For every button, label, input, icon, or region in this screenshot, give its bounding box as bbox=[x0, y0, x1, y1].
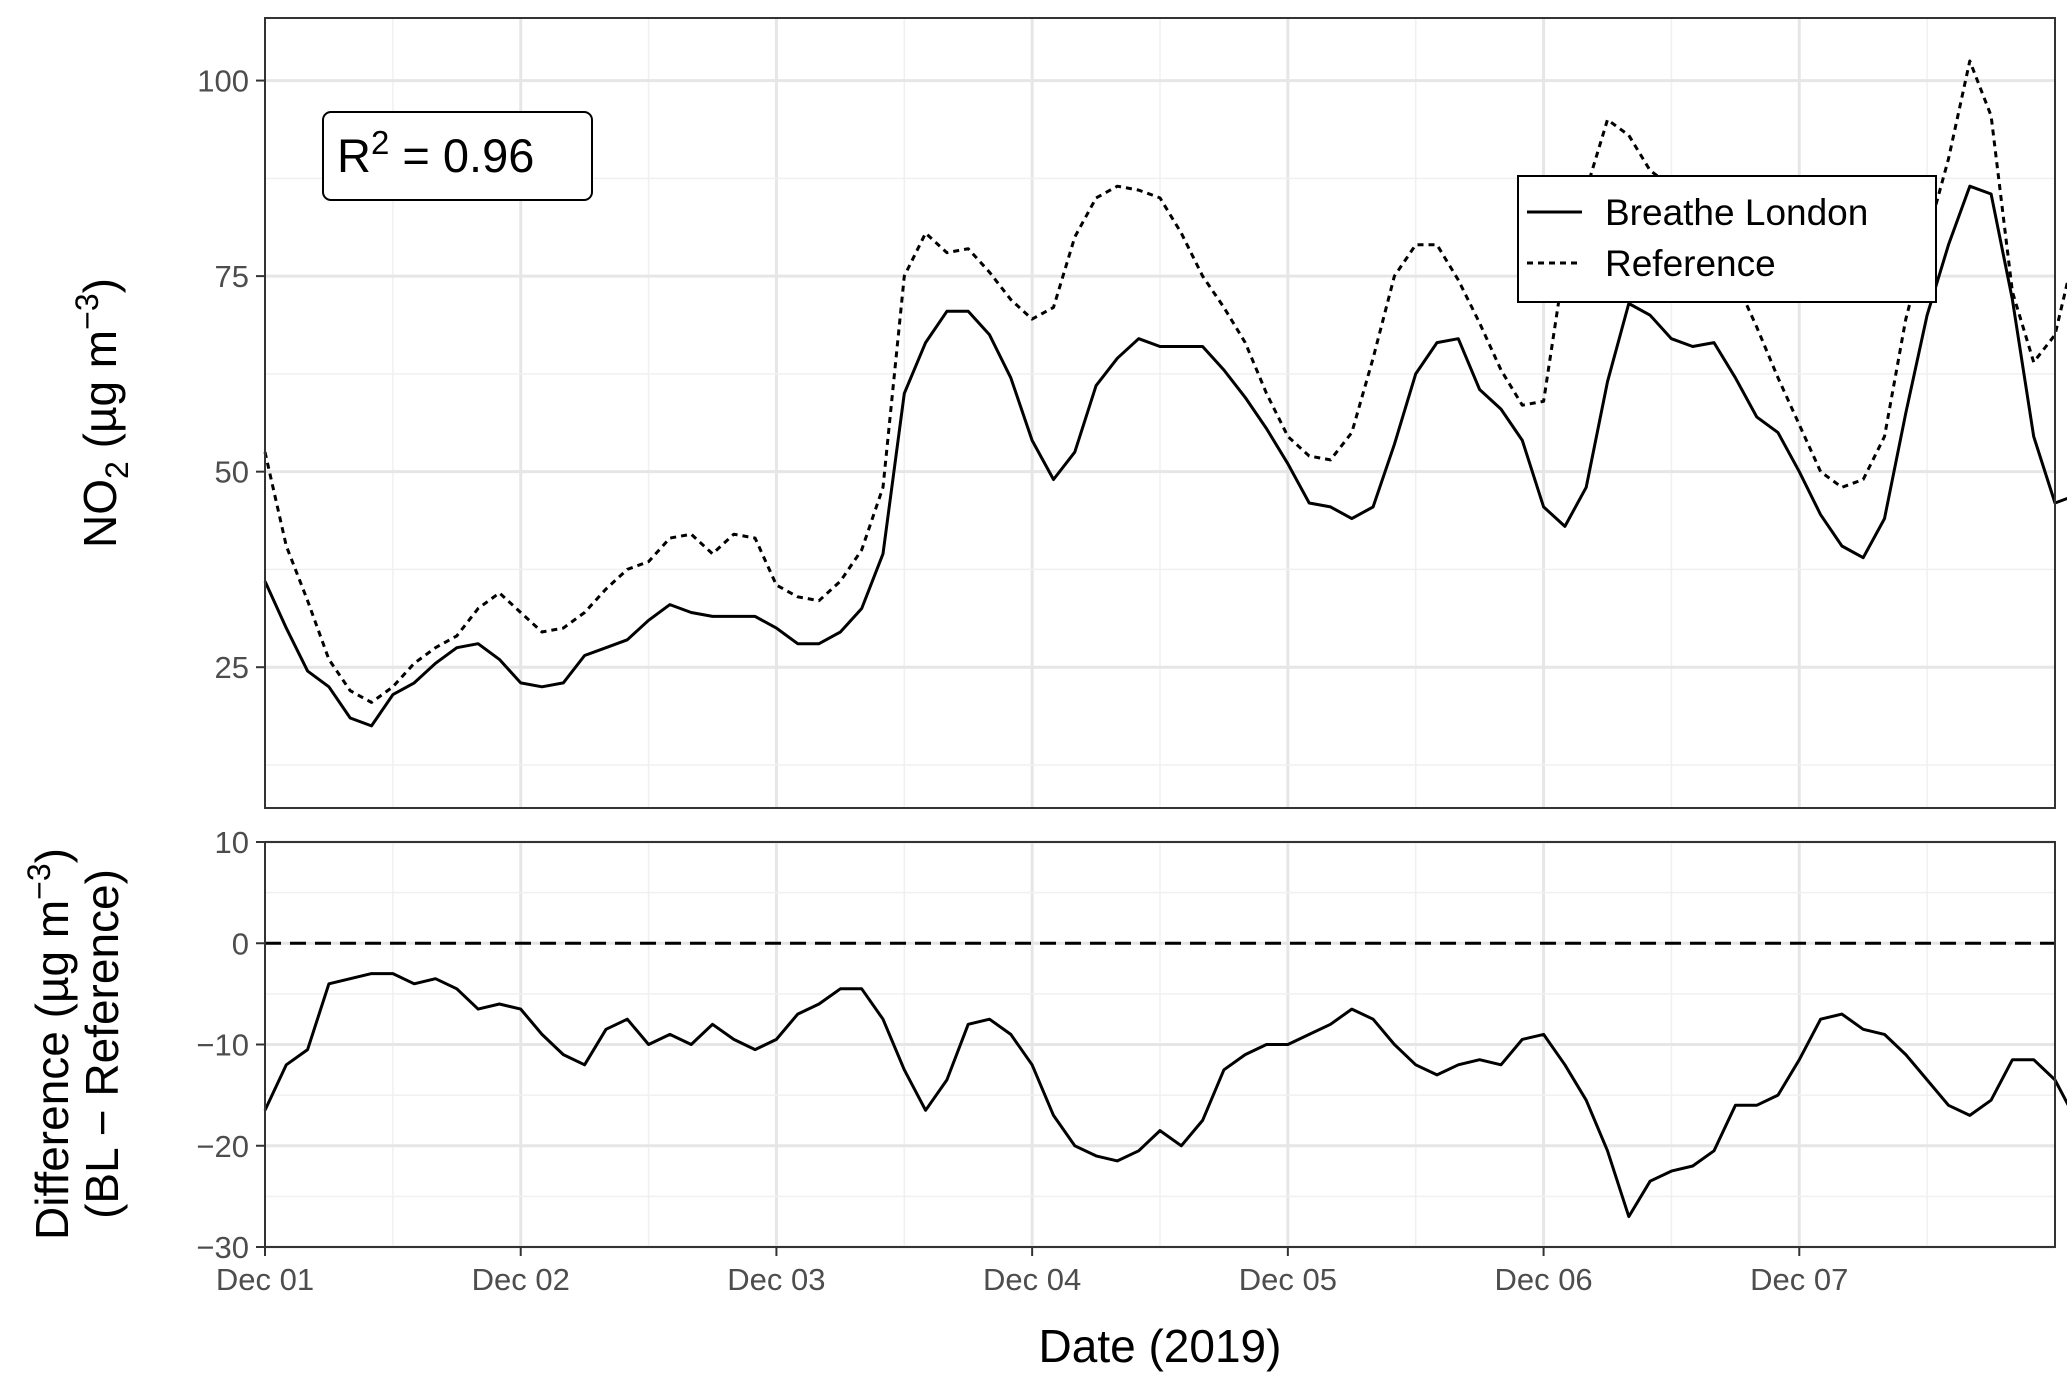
bottom-y-axis-title-line1: Difference (µg m−3) bbox=[21, 848, 78, 1240]
x-tick-label: Dec 07 bbox=[1750, 1262, 1848, 1297]
r-squared-text: R2 = 0.96 bbox=[337, 124, 534, 182]
x-tick-label: Dec 04 bbox=[983, 1262, 1081, 1297]
legend: Breathe London Reference bbox=[1517, 175, 1937, 303]
x-tick-label: Dec 05 bbox=[1239, 1262, 1337, 1297]
series-line-breathe-london bbox=[263, 184, 2067, 728]
x-tick-label: Dec 02 bbox=[472, 1262, 570, 1297]
x-axis-title: Date (2019) bbox=[1039, 1320, 1282, 1372]
top-y-tick-label: 25 bbox=[215, 650, 249, 685]
bottom-panel-series bbox=[263, 972, 2067, 1219]
x-tick-label: Dec 01 bbox=[216, 1262, 314, 1297]
top-y-tick-label: 50 bbox=[215, 455, 249, 490]
legend-label-reference: Reference bbox=[1605, 243, 1776, 284]
bottom-panel-grid bbox=[265, 840, 2055, 1249]
top-panel-grid bbox=[265, 18, 2055, 808]
bottom-y-tick-label: 0 bbox=[232, 926, 249, 961]
top-panel-y-axis: 25 50 75 100 bbox=[197, 64, 265, 685]
bottom-y-axis-title-line2: (BL − Reference) bbox=[76, 869, 128, 1219]
top-panel-series bbox=[263, 59, 2067, 728]
bottom-y-tick-label: 10 bbox=[215, 825, 249, 860]
legend-box bbox=[1517, 175, 1937, 303]
series-line-difference bbox=[263, 972, 2067, 1219]
top-y-tick-label: 100 bbox=[197, 64, 249, 99]
top-panel: 25 50 75 100 R2 = 0.96 Breathe London Refer… bbox=[69, 17, 2067, 809]
x-axis: Dec 01 Dec 02 Dec 03 Dec 04 Dec 05 Dec 06 Dec … bbox=[216, 1247, 1848, 1297]
x-tick-label: Dec 03 bbox=[727, 1262, 825, 1297]
r-squared-annotation: R2 = 0.96 bbox=[322, 111, 593, 201]
top-panel-border bbox=[264, 17, 2056, 809]
bottom-y-tick-label: −20 bbox=[196, 1129, 249, 1164]
bottom-y-tick-label: −30 bbox=[196, 1230, 249, 1265]
legend-label-breathe-london: Breathe London bbox=[1605, 192, 1868, 233]
top-y-axis-title: NO2 (µg m−3) bbox=[69, 278, 135, 548]
bottom-panel-y-axis: −30 −20 −10 0 10 bbox=[196, 825, 265, 1265]
x-tick-label: Dec 06 bbox=[1494, 1262, 1592, 1297]
bottom-y-tick-label: −10 bbox=[196, 1028, 249, 1063]
top-y-tick-label: 75 bbox=[215, 259, 249, 294]
r-squared-box bbox=[322, 111, 593, 201]
